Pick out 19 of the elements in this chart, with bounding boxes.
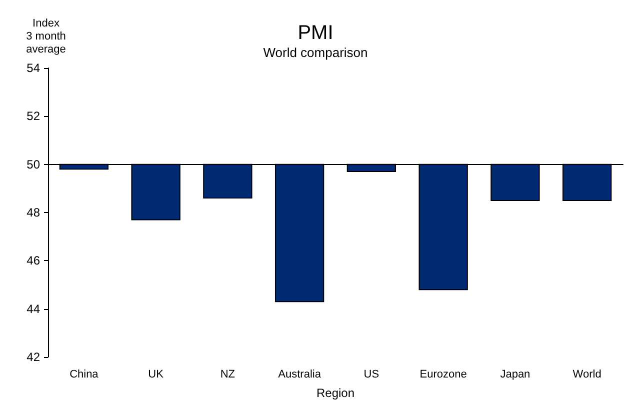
x-axis-title: Region [316,386,355,400]
y-tick-label: 46 [26,254,40,268]
y-tick-label: 44 [26,302,40,316]
chart-subtitle: World comparison [263,45,368,60]
y-tick-label: 42 [26,350,40,364]
y-tick-label: 48 [26,206,40,220]
y-tick-label: 50 [26,157,40,172]
chart-title: PMI [298,22,334,44]
x-tick-label: Japan [500,368,530,380]
x-tick-label: US [364,368,380,380]
y-tick-label: 52 [26,109,40,124]
x-tick-label: Eurozone [420,368,467,380]
x-tick-label: UK [148,368,164,380]
x-tick-label: Australia [278,368,322,380]
y-tick-label: 54 [26,61,40,75]
x-tick-label: China [70,368,100,380]
x-tick-label: World [572,368,602,380]
x-tick-label: NZ [220,368,236,380]
y-axis-title: Index 3 month average [26,18,66,56]
